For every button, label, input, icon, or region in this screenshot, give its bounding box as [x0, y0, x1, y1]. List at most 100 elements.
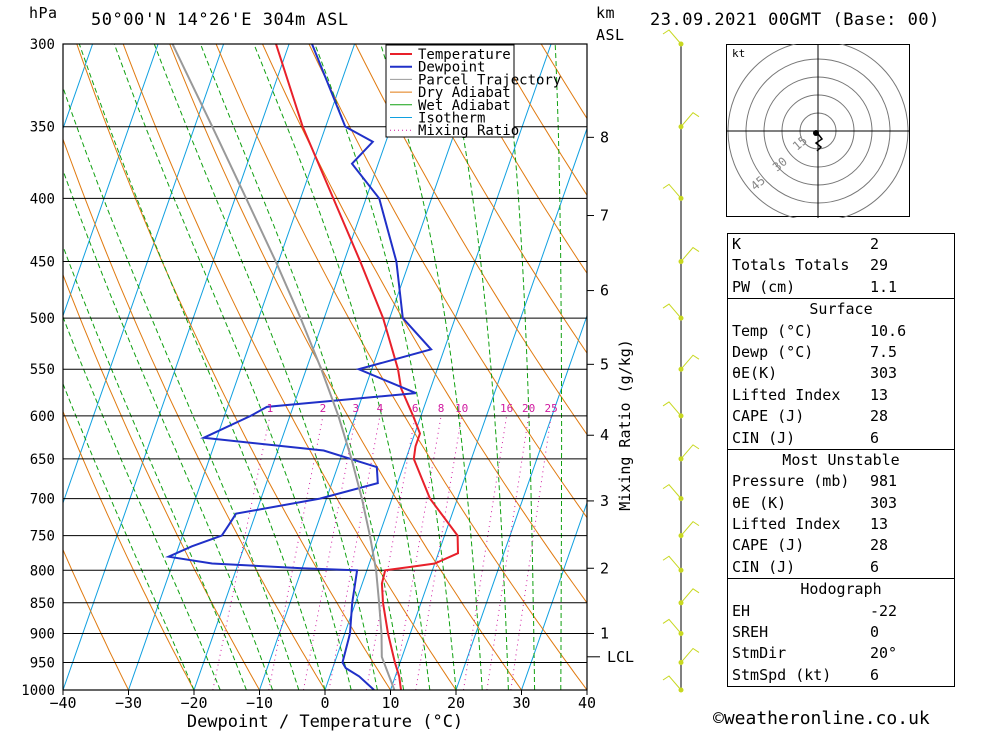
dry-adiabat-line: [169, 44, 522, 690]
index-row-pw: PW (cm) 1.1: [728, 277, 954, 298]
isotherm-line: [128, 44, 356, 690]
surface-row: Dewp (°C) 7.5: [728, 342, 954, 363]
isotherm-line: [455, 314, 587, 690]
isotherm-line: [521, 501, 587, 690]
km-tick-label: 5: [600, 355, 609, 373]
legend-entry: Dewpoint: [418, 60, 485, 76]
hodograph-title: Hodograph: [800, 580, 882, 599]
wet-adiabat-line: [253, 44, 431, 690]
mixing-ratio-line: [212, 415, 271, 690]
mu-row: CIN (J) 6: [728, 557, 954, 578]
pressure-tick-label: 550: [30, 362, 55, 378]
dry-adiabat-line: [959, 44, 1000, 690]
surface-row: CAPE (J) 28: [728, 406, 954, 427]
surface-row: Lifted Index 13: [728, 385, 954, 406]
wind-barb: [662, 29, 682, 45]
hodograph-trace: [814, 132, 824, 152]
row-label: CIN (J): [732, 428, 796, 447]
row-label: Lifted Index: [732, 515, 841, 534]
date-title: 23.09.2021 00GMT (Base: 00): [650, 10, 940, 30]
mixing-ratio-label: 3: [352, 402, 359, 415]
lcl-label: LCL: [607, 648, 634, 666]
wet-adiabat-line: [153, 44, 378, 690]
wind-barb: [662, 183, 682, 199]
wind-barb: [680, 520, 700, 536]
wet-adiabat-line: [380, 44, 483, 690]
wet-adiabat-line: [113, 44, 352, 690]
index-row-tt: Totals Totals 29: [728, 255, 954, 276]
dry-adiabat-line: [401, 44, 587, 354]
hodograph-box: Hodograph EH -22 SREH 0 StmDir 20° StmSpd (…: [727, 578, 955, 688]
index-label: PW (cm): [732, 277, 796, 296]
hodo-row: SREH 0: [728, 622, 954, 643]
location-title: 50°00'N 14°26'E 304m ASL: [91, 10, 349, 30]
row-label: CIN (J): [732, 557, 796, 576]
row-value: 13: [870, 515, 889, 534]
km-tick-label: 7: [600, 207, 609, 225]
wind-barb: [680, 444, 700, 460]
wind-barb: [662, 555, 682, 571]
km-tick-label: 1: [600, 624, 609, 642]
wet-adiabat-line: [503, 44, 536, 690]
index-value: 1.1: [870, 277, 898, 296]
pressure-tick-label: 300: [30, 37, 55, 53]
series-dewpoint: [165, 44, 433, 690]
pressure-tick-label: 1000: [21, 683, 55, 699]
axes: 1 2 3 4 6 8 10 16 20 2530035040045050055060065070…: [21, 37, 634, 732]
mixing-ratio-label: 25: [544, 402, 557, 415]
mixing-ratio-label: 20: [522, 402, 535, 415]
row-value: 6: [870, 665, 880, 684]
surface-row: Temp (°C) 10.6: [728, 321, 954, 342]
row-value: 0: [870, 623, 880, 642]
mixing-ratio-line: [268, 415, 324, 690]
km-tick-label: 8: [600, 128, 609, 146]
x-tick-label: −30: [115, 694, 142, 712]
legend-box: [385, 44, 515, 138]
mixing-ratio-label: 16: [500, 402, 513, 415]
wet-adiabat-line: [586, 662, 587, 690]
wet-adiabat-line: [63, 169, 274, 690]
dry-adiabat-line: [63, 137, 326, 690]
mixing-ratio-label: 4: [377, 402, 384, 415]
pressure-tick-label: 900: [30, 626, 55, 642]
pressure-tick-label: 850: [30, 596, 55, 612]
row-label: θE(K): [732, 364, 778, 383]
mu-row: CAPE (J) 28: [728, 535, 954, 556]
mixing-ratio-label: 6: [412, 402, 419, 415]
wind-barb: [662, 401, 682, 417]
legend-entry: Wet Adiabat: [418, 98, 511, 114]
row-label: Temp (°C): [732, 321, 814, 340]
x-tick-label: 20: [447, 694, 465, 712]
wind-barb: [662, 303, 682, 319]
left-unit-label: hPa: [29, 4, 58, 22]
dry-adiabat-line: [215, 44, 587, 690]
most-unstable-title: Most Unstable: [782, 450, 900, 469]
wind-barb: [662, 483, 682, 499]
row-label: CAPE (J): [732, 536, 805, 555]
mixing-ratio-label: 10: [455, 402, 468, 415]
row-value: 10.6: [870, 321, 907, 340]
index-label: K: [732, 235, 742, 253]
row-label: StmSpd (kt): [732, 665, 832, 684]
wind-barb: [680, 246, 700, 262]
background-lines: [63, 44, 1000, 690]
series-temperature: [275, 44, 460, 690]
index-value: 2: [870, 235, 880, 253]
surface-box: Surface Temp (°C) 10.6 Dewp (°C) 7.5 θE(K)…: [727, 298, 955, 450]
row-label: Lifted Index: [732, 385, 841, 404]
mu-row: Pressure (mb) 981: [728, 471, 954, 492]
row-label: StmDir: [732, 644, 787, 663]
wind-barb: [680, 354, 700, 370]
pressure-tick-label: 500: [30, 311, 55, 327]
copyright: ©weatheronline.co.uk: [713, 708, 930, 729]
isotherm-line: [259, 44, 487, 690]
dry-adiabat-line: [354, 44, 587, 436]
mu-row: θE (K) 303: [728, 493, 954, 514]
row-label: θE (K): [732, 493, 787, 512]
pressure-tick-label: 950: [30, 655, 55, 671]
pressure-tick-label: 600: [30, 409, 55, 425]
surface-title: Surface: [809, 300, 873, 319]
legend-entry: Isotherm: [418, 111, 485, 127]
mixing-ratio-axis-label: Mixing Ratio (g/kg): [616, 339, 634, 511]
row-label: Dewp (°C): [732, 342, 814, 361]
